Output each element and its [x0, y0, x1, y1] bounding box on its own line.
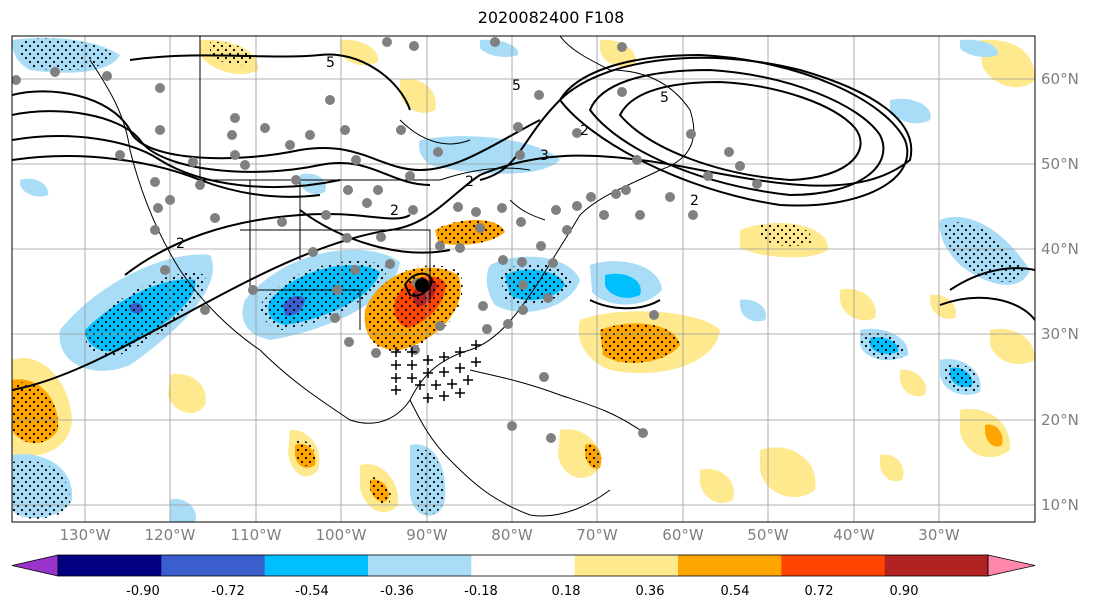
- lon-label: 130°W: [59, 526, 111, 544]
- map-area: 5 5 2 2 2 2 2 3 5: [12, 36, 1035, 522]
- colorbar-segment: [471, 555, 576, 576]
- colorbar-segment: [264, 555, 369, 576]
- lon-label: 70°W: [576, 526, 618, 544]
- contour-label: 2: [690, 193, 699, 209]
- contour-label: 2: [580, 123, 589, 139]
- height-contours: [12, 53, 1035, 391]
- colorbar-segment: [574, 555, 679, 576]
- contour-label: 2: [176, 236, 185, 252]
- lat-label: 10°N: [1041, 496, 1079, 514]
- lon-label: 100°W: [315, 526, 367, 544]
- colorbar-frame: [57, 554, 989, 577]
- lon-label: 120°W: [144, 526, 196, 544]
- colorbar-extend-low: [11, 554, 59, 577]
- plus-markers: [391, 340, 481, 403]
- contour-label: 2: [465, 174, 474, 190]
- map-frame: [11, 35, 1036, 523]
- colorbar-label: -0.72: [211, 584, 245, 599]
- lon-label: 40°W: [833, 526, 875, 544]
- colorbar-segment: [58, 555, 162, 576]
- contour-labels: 5 5 2 2 2 2 2 3 5: [176, 55, 699, 252]
- lon-label: 110°W: [230, 526, 282, 544]
- colorbar-segment: [368, 555, 472, 576]
- lat-lon-grid: [12, 36, 1035, 522]
- colorbar-label: -0.36: [380, 584, 414, 599]
- contour-label: 5: [660, 90, 669, 106]
- lat-label: 30°N: [1041, 325, 1079, 343]
- colorbar-segment: [161, 555, 266, 576]
- lat-label: 20°N: [1041, 411, 1079, 429]
- lat-label: 60°N: [1041, 70, 1079, 88]
- lon-label: 60°W: [662, 526, 704, 544]
- contour-label: 5: [512, 78, 521, 94]
- lon-label: 90°W: [406, 526, 448, 544]
- lat-label: 50°N: [1041, 155, 1079, 173]
- map-title: 2020082400 F108: [477, 8, 625, 27]
- colorbar-extend-high: [987, 554, 1036, 577]
- contour-label: 2: [390, 203, 399, 219]
- colorbar-segment: [884, 555, 989, 576]
- lon-label: 80°W: [491, 526, 533, 544]
- black-marker: [415, 278, 429, 292]
- colorbar-label: -0.54: [295, 584, 329, 599]
- contour-label: 3: [540, 148, 549, 164]
- colorbar-segment: [781, 555, 886, 576]
- colorbar-label: 0.18: [551, 584, 581, 599]
- lat-label: 40°N: [1041, 240, 1079, 258]
- colorbar-label: 0.54: [720, 584, 750, 599]
- colorbar-label: 0.36: [635, 584, 665, 599]
- contour-label: 5: [326, 55, 335, 71]
- lon-label: 30°W: [918, 526, 960, 544]
- lon-label: 50°W: [747, 526, 789, 544]
- colorbar-label: -0.90: [126, 584, 160, 599]
- colorbar: [11, 554, 1036, 577]
- colorbar-segment: [678, 555, 782, 576]
- colorbar-label: -0.18: [464, 584, 498, 599]
- colorbar-label: 0.72: [804, 584, 834, 599]
- gray-markers: [12, 37, 762, 443]
- colorbar-label: 0.90: [889, 584, 919, 599]
